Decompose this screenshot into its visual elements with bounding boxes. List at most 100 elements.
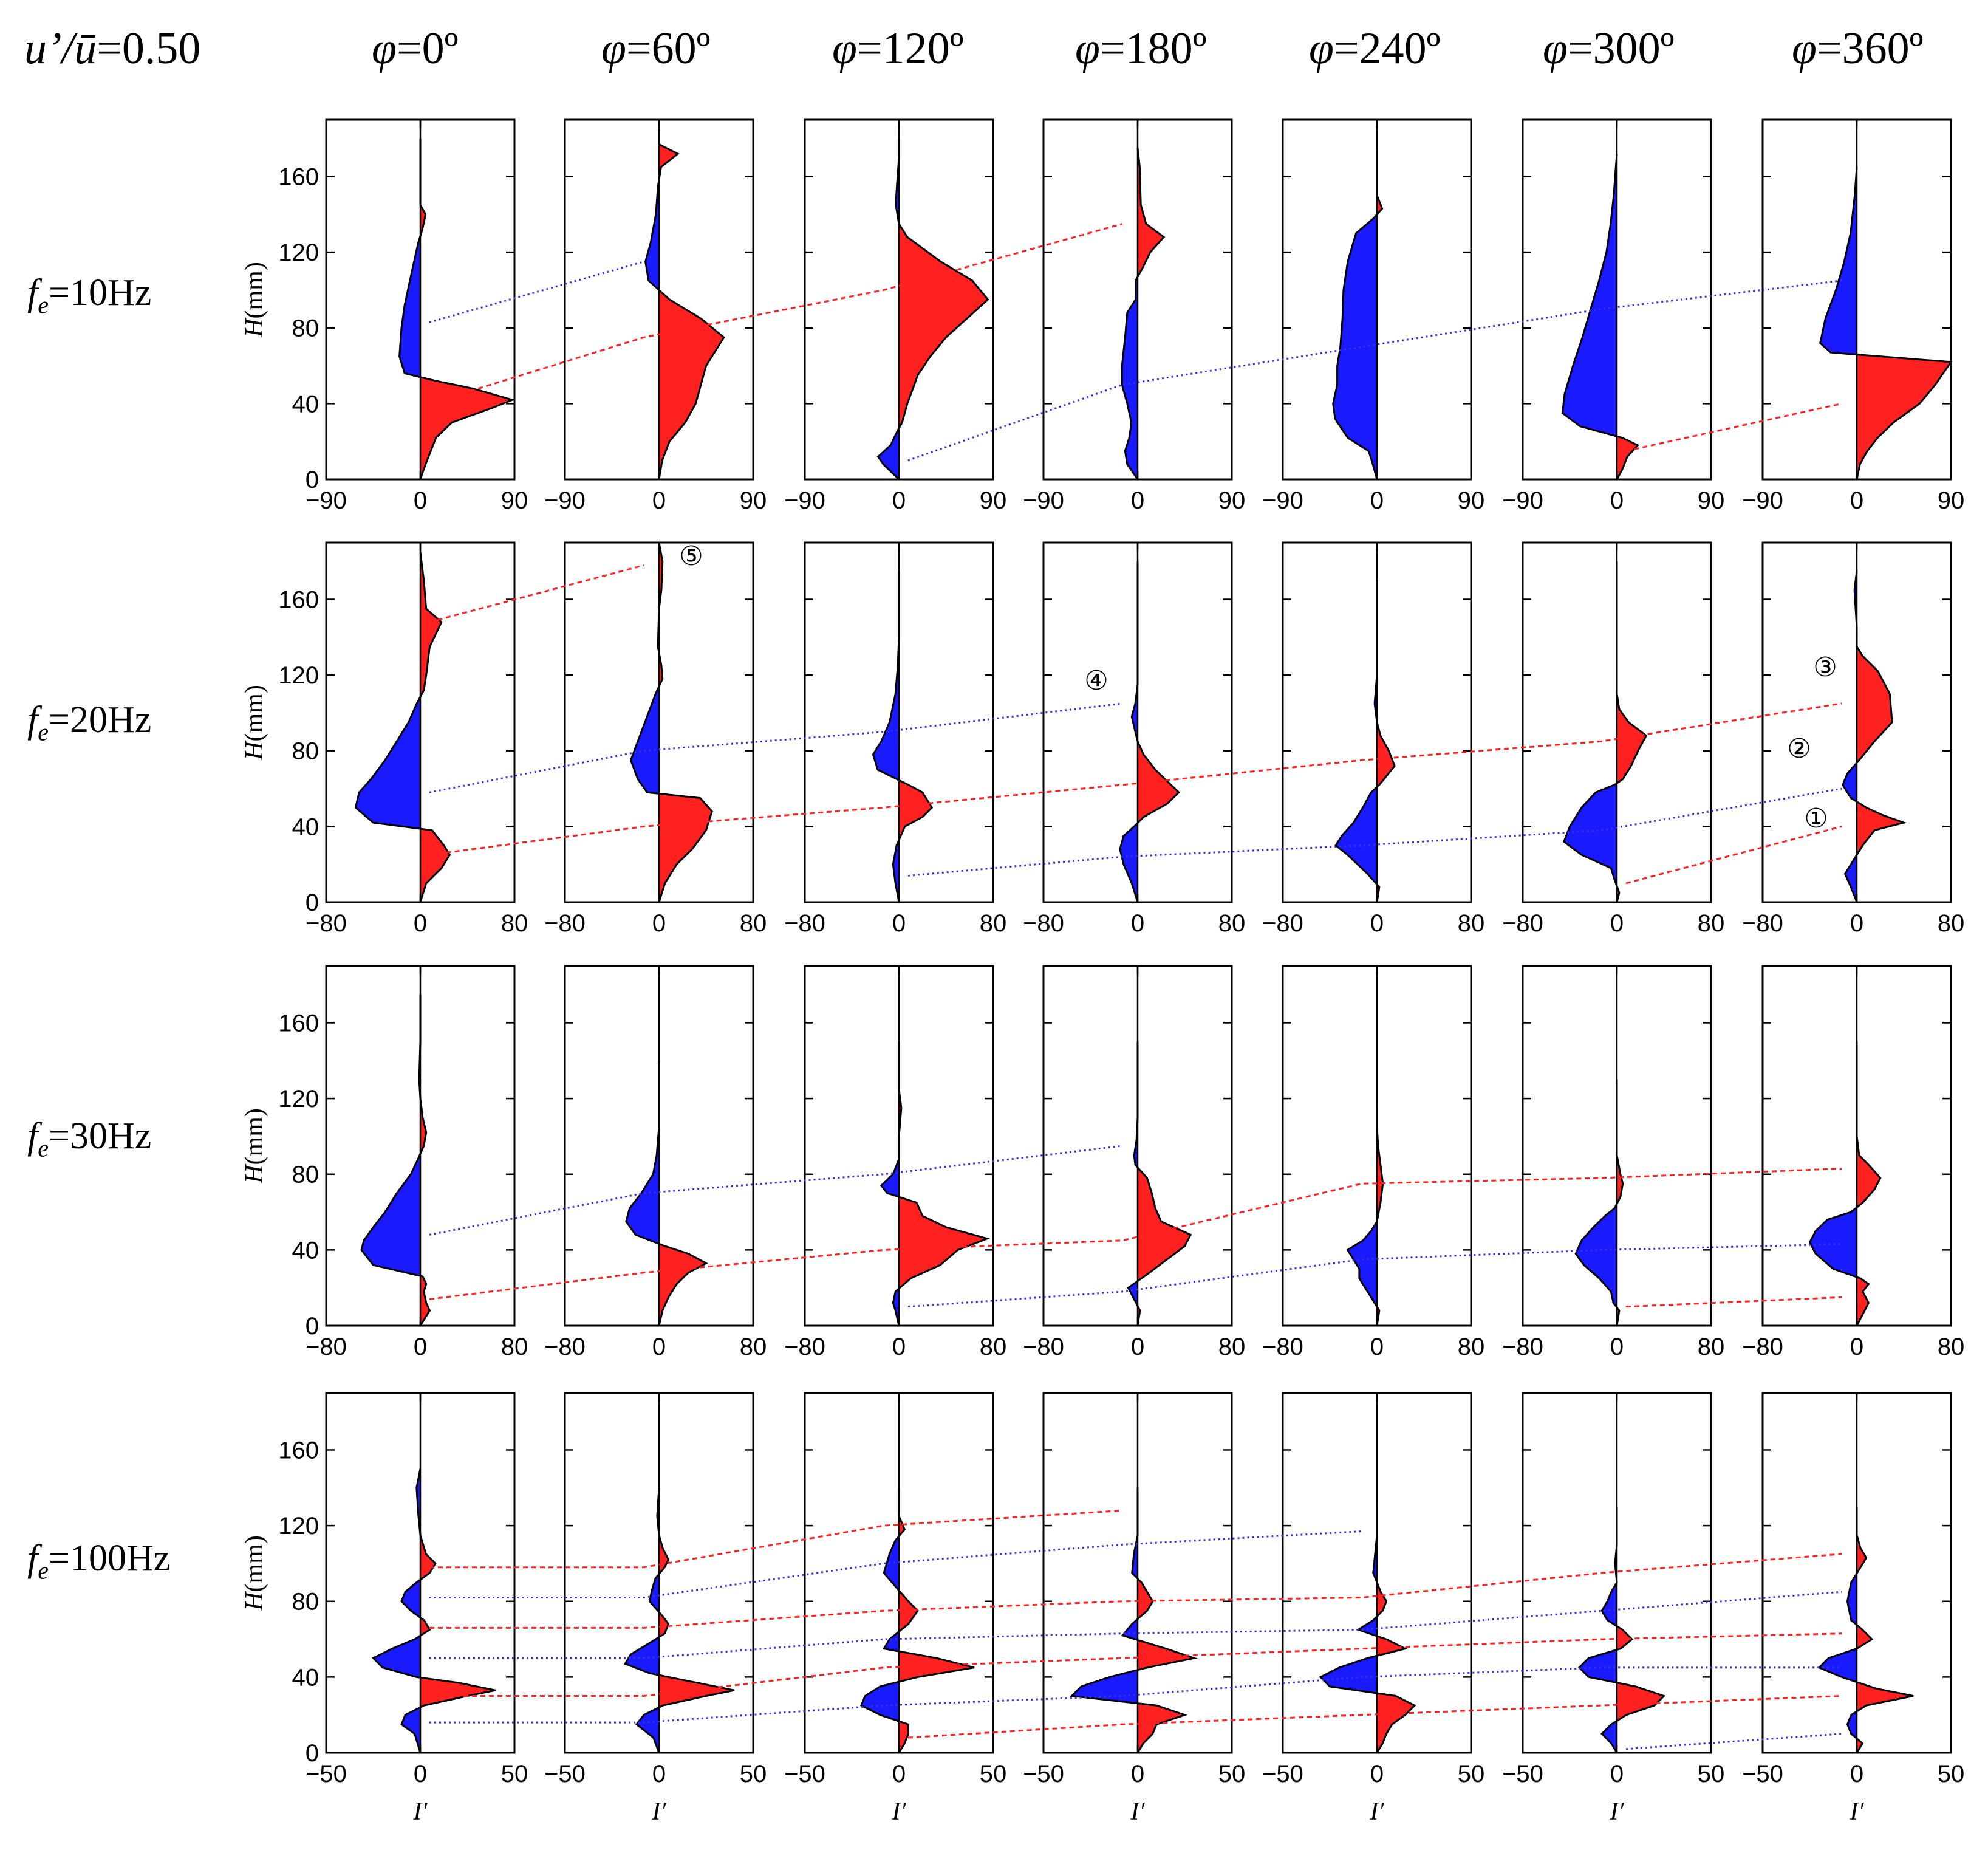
y-tick-label: 120: [278, 1086, 319, 1112]
negative-area: [1579, 1506, 1617, 1753]
freq-subscript: e: [38, 718, 49, 746]
x-tick-label: 0: [1131, 1334, 1144, 1360]
x-axis-title: I′: [651, 1798, 666, 1826]
x-tick-label: 0: [1850, 1761, 1863, 1787]
velocity-ratio-symbol: u’/ū: [24, 24, 97, 74]
y-tick-label: 0: [306, 467, 319, 493]
x-tick-label: −90: [1023, 487, 1064, 514]
panel-r1-c5: −80 0 80: [1502, 541, 1724, 937]
x-tick-label: −80: [1742, 1334, 1783, 1360]
x-tick-label: 0: [414, 487, 427, 514]
phase-symbol: φ: [1792, 24, 1817, 74]
positive-area: [659, 543, 712, 902]
positive-area: [1377, 580, 1395, 902]
y-tick-label: 160: [278, 1010, 319, 1036]
phase-title-4: φ=240º: [1309, 23, 1441, 75]
x-tick-label: −50: [544, 1761, 586, 1787]
panel-r3-c5: −50 0 50 I′: [1502, 1392, 1724, 1826]
connector-red-6: [429, 702, 1842, 856]
positive-area: [899, 1487, 974, 1753]
positive-area: [1857, 570, 1904, 902]
profile-line: [1577, 1506, 1666, 1753]
x-tick-label: 80: [980, 1334, 1007, 1360]
row-label-1: fe=20Hz: [27, 699, 151, 746]
panel-r3-c6: −50 0 50 I′: [1742, 1392, 1964, 1826]
profile-line: [1334, 580, 1396, 903]
positive-area: [659, 1487, 734, 1753]
x-tick-label: 0: [1370, 1761, 1384, 1787]
x-tick-label: 0: [414, 1334, 427, 1360]
panel-r3-c1: −50 0 50 I′: [544, 1392, 767, 1826]
negative-area: [1819, 1506, 1857, 1753]
profile-line: [1127, 1041, 1192, 1326]
panel-r3-c4: −50 0 50 I′: [1262, 1392, 1485, 1826]
x-tick-label: −80: [1262, 910, 1303, 937]
positive-area: [420, 139, 513, 479]
x-tick-label: −80: [1023, 1334, 1064, 1360]
x-tick-label: −90: [1742, 487, 1783, 514]
panel-r0-c6: −90 0 90: [1742, 118, 1964, 514]
y-tick-label: 40: [292, 1664, 319, 1691]
negative-area: [881, 1041, 899, 1326]
y-tick-label: 160: [278, 586, 319, 613]
panel-r1-c1: −80 0 80: [544, 541, 767, 937]
profile-line: [371, 1468, 496, 1753]
y-axis-title: H(mm): [241, 1535, 268, 1611]
phase-title-6: φ=360º: [1792, 23, 1924, 75]
panel-r0-c5: −90 0 90: [1502, 118, 1725, 514]
panel-r2-c5: −80 0 80: [1502, 965, 1725, 1360]
y-axis-title-unit: (mm): [241, 685, 268, 741]
x-tick-label: 0: [1131, 1761, 1144, 1787]
x-tick-label: 0: [1131, 910, 1144, 937]
positive-area: [420, 552, 450, 902]
panel-r2-c6: −80 0 80: [1742, 965, 1965, 1360]
x-tick-label: 80: [980, 910, 1007, 937]
x-tick-label: 90: [501, 487, 528, 514]
profile-line: [360, 994, 431, 1326]
connector-red-10: [429, 1167, 1842, 1300]
x-tick-label: −90: [544, 487, 586, 514]
profile-line: [1574, 1079, 1624, 1326]
x-tick-label: 80: [1938, 910, 1965, 937]
x-tick-label: 0: [1370, 910, 1384, 937]
x-tick-label: −90: [1262, 487, 1303, 514]
negative-area: [1128, 1041, 1138, 1326]
x-tick-label: 50: [1458, 1761, 1485, 1787]
panel-r1-c3: −80 0 80: [1023, 541, 1245, 937]
annotation-4: ①: [1804, 803, 1828, 834]
x-tick-label: 80: [1938, 1334, 1965, 1360]
negative-area: [361, 994, 420, 1326]
x-tick-label: 0: [1131, 487, 1144, 514]
x-tick-label: 90: [1698, 487, 1725, 514]
y-tick-label: 0: [306, 889, 319, 916]
positive-area: [1857, 166, 1951, 479]
x-tick-label: −80: [306, 1334, 347, 1360]
phase-title-5: φ=300º: [1543, 23, 1675, 75]
x-tick-label: 50: [980, 1761, 1007, 1787]
connector-blue-2: [907, 279, 1842, 462]
positive-area: [420, 1468, 496, 1753]
y-tick-label: 80: [292, 738, 319, 765]
phase-symbol: φ: [1075, 24, 1100, 74]
phase-symbol: φ: [601, 24, 626, 74]
x-tick-label: −80: [1023, 910, 1064, 937]
x-tick-label: 80: [1458, 1334, 1485, 1360]
negative-area: [1071, 1487, 1138, 1753]
positive-area: [420, 994, 430, 1326]
freq-value: =10Hz: [49, 272, 152, 313]
profile-line: [1817, 1506, 1914, 1753]
x-tick-label: 80: [1698, 1334, 1725, 1360]
phase-symbol: φ: [1543, 24, 1568, 74]
negative-area: [1119, 561, 1138, 902]
y-axis-title-unit: (mm): [241, 1108, 268, 1165]
negative-area: [1333, 148, 1377, 479]
phase-value: =360º: [1816, 24, 1924, 74]
connector-red-17: [429, 1632, 1842, 1697]
x-tick-label: 80: [501, 1334, 528, 1360]
y-axis-title-unit: (mm): [241, 262, 268, 318]
connector-red-4: [429, 564, 644, 623]
x-tick-label: 80: [740, 1334, 767, 1360]
negative-area: [1562, 154, 1617, 479]
annotation-2: ③: [1813, 652, 1837, 683]
